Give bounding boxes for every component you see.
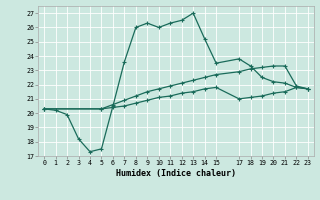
X-axis label: Humidex (Indice chaleur): Humidex (Indice chaleur) — [116, 169, 236, 178]
